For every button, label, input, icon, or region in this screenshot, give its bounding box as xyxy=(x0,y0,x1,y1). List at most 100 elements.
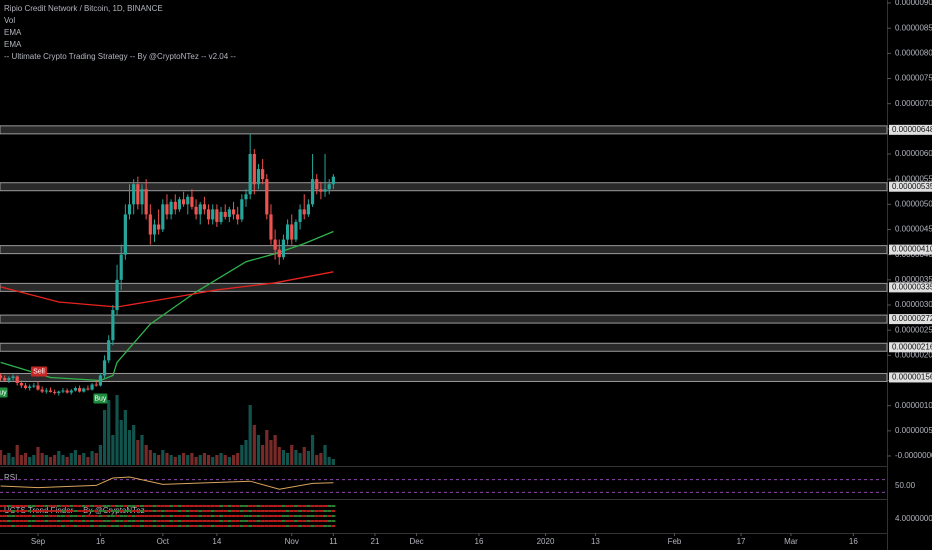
volume-bar xyxy=(227,457,231,465)
ucts-cell xyxy=(164,505,169,507)
ucts-cell xyxy=(94,515,99,517)
ucts-cell xyxy=(19,505,24,507)
volume-bar xyxy=(152,453,157,465)
ucts-cell xyxy=(148,510,153,512)
ucts-cell xyxy=(164,525,169,527)
ucts-cell xyxy=(156,515,161,517)
ucts-cell xyxy=(306,525,311,527)
ucts-cell xyxy=(60,515,65,517)
volume-bar xyxy=(36,447,40,465)
ucts-cell xyxy=(144,505,149,507)
ucts-cell xyxy=(40,525,45,527)
ucts-cell xyxy=(94,510,99,512)
volume-bar xyxy=(107,400,111,465)
ucts-cell xyxy=(31,505,36,507)
ucts-cell xyxy=(302,510,307,512)
ucts-cell xyxy=(210,510,215,512)
ucts-cell xyxy=(115,510,120,512)
volume-bar xyxy=(173,457,177,465)
ucts-cell xyxy=(144,510,149,512)
zone-band xyxy=(0,125,888,135)
ucts-cell xyxy=(65,510,70,512)
volume-bar xyxy=(136,440,140,465)
ucts-cell xyxy=(135,520,140,522)
ucts-cell xyxy=(98,505,103,507)
volume-bar xyxy=(148,450,152,465)
ucts-cell xyxy=(223,515,228,517)
ucts-cell xyxy=(310,505,315,507)
zone-band xyxy=(0,314,888,324)
candle-body xyxy=(69,390,73,393)
ucts-cell xyxy=(85,525,90,527)
ucts-cell xyxy=(131,510,136,512)
candle-body xyxy=(19,383,23,386)
x-tick-label: 16 xyxy=(475,537,484,546)
ucts-cell xyxy=(223,525,228,527)
ucts-cell xyxy=(169,525,174,527)
ucts-cell xyxy=(285,505,290,507)
ucts-cell xyxy=(123,515,128,517)
candle-body xyxy=(269,214,273,240)
ucts-cell xyxy=(289,505,294,507)
ucts-cell xyxy=(231,505,236,507)
ucts-cell xyxy=(318,510,323,512)
zone-label: 0.00000535 xyxy=(892,182,932,191)
volume-bar xyxy=(61,455,65,465)
ucts-cell xyxy=(144,515,149,517)
ucts-cell xyxy=(219,510,224,512)
ucts-cell xyxy=(144,520,149,522)
volume-bar xyxy=(298,453,302,465)
volume-bar xyxy=(277,447,281,465)
ucts-cell xyxy=(69,520,74,522)
ucts-cell xyxy=(202,505,207,507)
ucts-cell xyxy=(36,525,40,527)
ucts-cell xyxy=(177,515,182,517)
ucts-cell xyxy=(298,520,303,522)
candle-body xyxy=(194,206,198,215)
candle-body xyxy=(132,184,136,205)
ucts-cell xyxy=(281,515,286,517)
ucts-cell xyxy=(81,510,86,512)
ucts-cell xyxy=(327,520,332,522)
x-tick-label: Dec xyxy=(409,537,423,546)
ucts-cell xyxy=(227,515,232,517)
ucts-cell xyxy=(65,515,70,517)
ucts-cell xyxy=(85,505,90,507)
ucts-cell xyxy=(102,520,107,522)
ucts-cell xyxy=(127,515,132,517)
volume-bar xyxy=(78,455,82,465)
ucts-cell xyxy=(239,520,244,522)
ucts-cell xyxy=(214,515,219,517)
zone-band xyxy=(0,282,888,292)
ucts-cell xyxy=(264,505,269,507)
x-tick-label: Feb xyxy=(668,537,682,546)
ucts-cell xyxy=(77,515,82,517)
candle-body xyxy=(44,390,48,392)
volume-bar xyxy=(236,453,240,465)
ucts-cell xyxy=(177,505,182,507)
candle-body xyxy=(86,388,90,390)
signal-label: Buy xyxy=(0,389,7,396)
volume-bar xyxy=(119,420,123,465)
volume-bar xyxy=(177,455,182,465)
ucts-cell xyxy=(189,505,194,507)
candle-body xyxy=(177,199,182,210)
volume-bar xyxy=(202,453,206,465)
ucts-cell xyxy=(23,505,28,507)
ucts-cell xyxy=(173,525,178,527)
ucts-cell xyxy=(52,525,57,527)
legend-vol: Vol xyxy=(4,16,15,25)
volume-bar xyxy=(140,435,144,465)
volume-bar xyxy=(44,455,48,465)
ucts-cell xyxy=(206,505,211,507)
volume-bar xyxy=(28,457,32,465)
ucts-cell xyxy=(214,520,219,522)
ucts-cell xyxy=(260,520,265,522)
ucts-cell xyxy=(60,525,65,527)
ucts-cell xyxy=(119,505,124,507)
volume-bar xyxy=(286,453,290,465)
candle-body xyxy=(36,385,40,390)
ucts-cell xyxy=(106,510,111,512)
ucts-cell xyxy=(198,515,203,517)
